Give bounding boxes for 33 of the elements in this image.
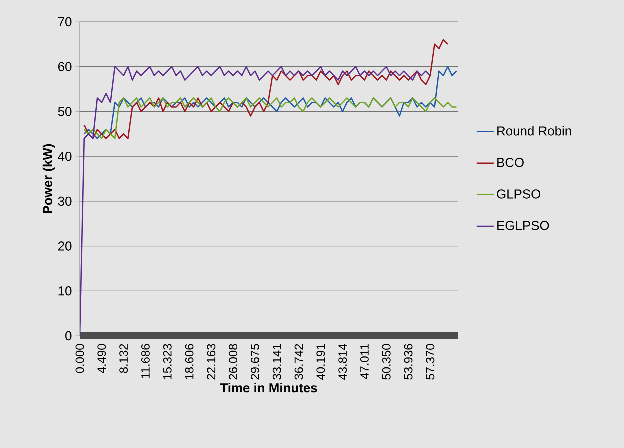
x-tick-label: 50.350	[382, 344, 391, 380]
x-tick-label: 4.490	[98, 344, 106, 374]
y-tick-label: 0	[66, 331, 72, 341]
x-tick-label: 36.742	[294, 344, 304, 380]
x-tick-label: 40.191	[316, 344, 326, 380]
y-tick-label: 70	[58, 17, 72, 27]
x-tick-label: 53.936	[404, 344, 413, 380]
x-tick-label: 33.141	[272, 344, 282, 380]
x-tick-label: 8.132	[120, 344, 128, 374]
legend-label: BCO	[498, 158, 524, 168]
y-tick-label: 10	[58, 286, 72, 296]
x-tick-label: 26.008	[229, 344, 238, 380]
legend-label: GLPSO	[497, 190, 541, 199]
x-tick-label: 11.686	[141, 344, 150, 379]
x-tick-label: 18.606	[185, 344, 194, 380]
x-tick-label: 47.011	[360, 344, 369, 380]
x-tick-label: 57.370	[426, 344, 435, 380]
x-tick-label: 22.163	[207, 344, 216, 380]
y-tick-label: 20	[58, 242, 72, 251]
y-tick-label: 40	[58, 152, 72, 162]
x-tick-label: 0.000	[76, 344, 84, 374]
x-axis-title: Time in Minutes	[220, 383, 318, 393]
legend-label: Round Robin	[498, 126, 572, 136]
line-series	[84, 39, 449, 140]
legend-label: EGLPSO	[498, 221, 550, 230]
y-tick-label: 30	[58, 196, 72, 206]
x-tick-label: 29.675	[250, 344, 260, 380]
line-series	[84, 98, 458, 140]
x-tick-label: 15.323	[163, 344, 172, 380]
y-axis-title: Power (kW)	[42, 144, 55, 214]
y-tick-label: 60	[58, 62, 72, 72]
y-tick-label: 50	[58, 107, 72, 116]
x-tick-label: 43.814	[338, 344, 348, 380]
